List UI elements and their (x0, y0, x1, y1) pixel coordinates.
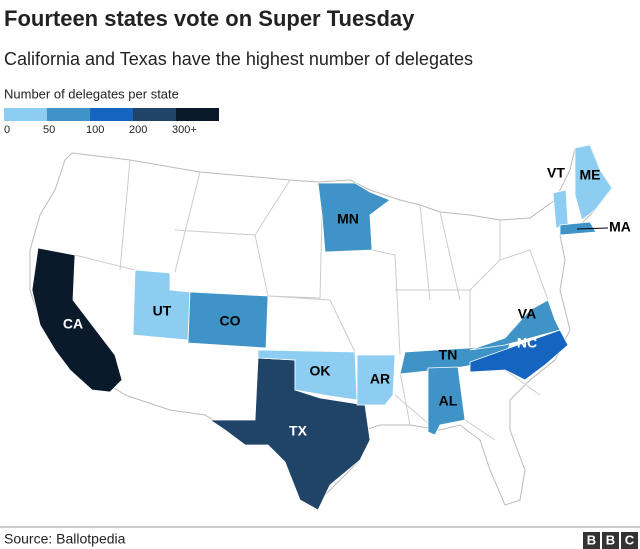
legend-swatch (47, 108, 90, 121)
state-label: TX (289, 423, 308, 439)
leader-line (576, 227, 609, 230)
legend-label: 50 (43, 124, 55, 136)
state-label: TN (439, 347, 458, 363)
legend-swatch (4, 108, 47, 121)
states: CA UT CO TX OK AR MN TN NC VA AL VT ME MA (31, 144, 631, 511)
state (356, 354, 396, 406)
logo-letter: C (625, 532, 635, 547)
legend-swatch (133, 108, 176, 121)
legend-label: 200 (129, 124, 147, 136)
state (187, 291, 269, 349)
source: Source: Ballotpedia (4, 531, 126, 547)
legend-swatch (176, 108, 219, 121)
state-label: VA (518, 306, 536, 322)
state (317, 182, 391, 253)
state-label: CA (63, 316, 83, 332)
logo-box (602, 532, 619, 549)
state-label: AR (370, 371, 390, 387)
legend: 0 50 100 200 300+ (4, 108, 219, 136)
state (552, 189, 569, 229)
legend-label: 300+ (172, 124, 197, 136)
state (31, 247, 123, 393)
subtitle: California and Texas have the highest nu… (4, 49, 473, 69)
state-label: OK (310, 363, 331, 379)
state (469, 299, 561, 351)
logo-letter: B (606, 532, 615, 547)
state-label: VT (547, 165, 565, 181)
state (469, 329, 569, 381)
state-label: UT (153, 303, 172, 319)
state-label: ME (580, 167, 601, 183)
state-label: NC (517, 335, 537, 351)
logo-letter: B (587, 532, 596, 547)
state-label: CO (220, 313, 241, 329)
state (208, 357, 371, 511)
state (257, 349, 358, 401)
title: Fourteen states vote on Super Tuesday (4, 6, 415, 31)
state (574, 144, 613, 221)
legend-title: Number of delegates per state (4, 86, 179, 101)
state-label: AL (439, 393, 458, 409)
state-label: MN (337, 211, 359, 227)
legend-swatch (90, 108, 133, 121)
state-label: MA (609, 219, 631, 235)
state (427, 366, 466, 436)
legend-label: 0 (4, 124, 10, 136)
legend-label: 100 (86, 124, 104, 136)
logo-box (583, 532, 600, 549)
logo-box (621, 532, 638, 549)
